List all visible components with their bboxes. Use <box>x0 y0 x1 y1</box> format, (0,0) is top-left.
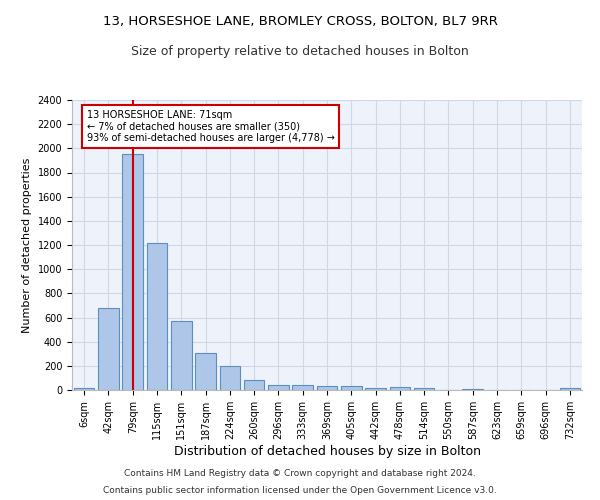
Y-axis label: Number of detached properties: Number of detached properties <box>22 158 32 332</box>
Text: 13, HORSESHOE LANE, BROMLEY CROSS, BOLTON, BL7 9RR: 13, HORSESHOE LANE, BROMLEY CROSS, BOLTO… <box>103 15 497 28</box>
Text: 13 HORSESHOE LANE: 71sqm
← 7% of detached houses are smaller (350)
93% of semi-d: 13 HORSESHOE LANE: 71sqm ← 7% of detache… <box>86 110 334 143</box>
Bar <box>341 386 362 390</box>
Bar <box>414 388 434 390</box>
Bar <box>220 366 240 390</box>
Bar <box>171 321 191 390</box>
Text: Contains HM Land Registry data © Crown copyright and database right 2024.: Contains HM Land Registry data © Crown c… <box>124 468 476 477</box>
X-axis label: Distribution of detached houses by size in Bolton: Distribution of detached houses by size … <box>173 444 481 458</box>
Bar <box>389 387 410 390</box>
Bar <box>146 242 167 390</box>
Bar <box>195 353 216 390</box>
Bar <box>98 308 119 390</box>
Text: Size of property relative to detached houses in Bolton: Size of property relative to detached ho… <box>131 45 469 58</box>
Bar <box>74 388 94 390</box>
Bar <box>268 384 289 390</box>
Bar <box>560 388 580 390</box>
Bar <box>463 389 483 390</box>
Bar <box>292 386 313 390</box>
Bar <box>244 380 265 390</box>
Bar <box>122 154 143 390</box>
Bar <box>365 388 386 390</box>
Text: Contains public sector information licensed under the Open Government Licence v3: Contains public sector information licen… <box>103 486 497 495</box>
Bar <box>317 386 337 390</box>
